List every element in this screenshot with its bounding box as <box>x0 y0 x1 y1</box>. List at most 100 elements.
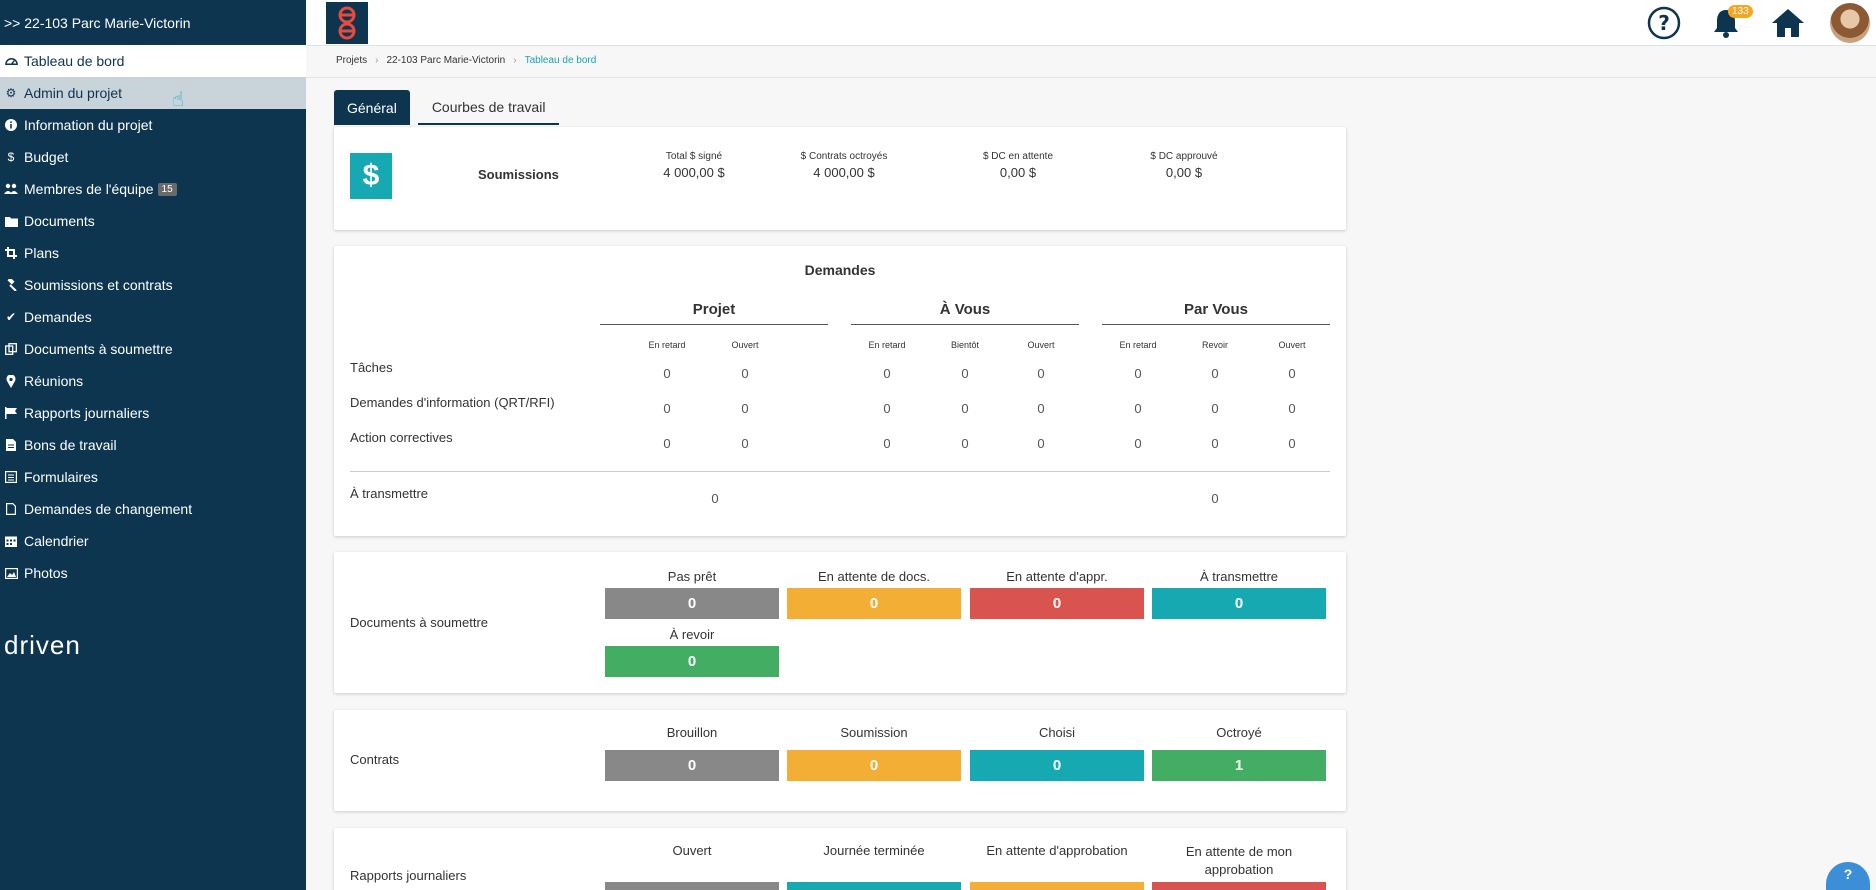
dashboard-icon <box>4 54 18 68</box>
table-cell[interactable]: 0 <box>1134 401 1142 416</box>
table-cell[interactable]: 0 <box>1288 366 1296 381</box>
col-label: Ouvert <box>1027 340 1055 350</box>
tab-general[interactable]: Général <box>334 90 410 125</box>
sidebar-item-changement[interactable]: Demandes de changement <box>0 493 306 525</box>
table-cell[interactable]: 0 <box>1037 401 1045 416</box>
stat-label: $ DC en attente <box>982 151 1054 162</box>
sidebar-item-photos[interactable]: Photos <box>0 557 306 589</box>
sidebar-item-label: Réunions <box>24 373 84 389</box>
table-cell[interactable]: 0 <box>663 366 671 381</box>
table-cell[interactable]: 0 <box>663 401 671 416</box>
help-icon[interactable]: ? <box>1644 3 1684 43</box>
table-cell[interactable]: 0 <box>1037 366 1045 381</box>
table-cell[interactable]: 0 <box>1211 436 1219 451</box>
app-logo[interactable] <box>326 2 368 44</box>
sidebar-item-demandes[interactable]: ✔ Demandes <box>0 301 306 333</box>
status-attente-mon-approbation-bar[interactable] <box>1152 882 1326 890</box>
team-count-badge: 15 <box>157 182 177 196</box>
row-label-rfi: Demandes d'information (QRT/RFI) <box>350 395 555 410</box>
sidebar-item-soumissions[interactable]: Soumissions et contrats <box>0 269 306 301</box>
table-cell[interactable]: 0 <box>961 401 969 416</box>
table-cell[interactable]: 0 <box>1134 436 1142 451</box>
table-cell[interactable]: 0 <box>741 436 749 451</box>
sidebar-item-label: Demandes de changement <box>24 501 193 517</box>
status-attente-docs-bar[interactable]: 0 <box>787 588 961 619</box>
sidebar-item-label: Tableau de bord <box>24 53 125 69</box>
gavel-icon <box>4 278 18 292</box>
status-ouvert-bar[interactable] <box>605 882 779 890</box>
sidebar-item-tableau-de-bord[interactable]: Tableau de bord <box>0 45 306 77</box>
status-label: Brouillon <box>666 725 718 740</box>
check-icon: ✔ <box>5 310 17 324</box>
status-attente-appr-bar[interactable]: 0 <box>970 588 1144 619</box>
sidebar-item-admin[interactable]: ⚙ Admin du projet <box>0 77 306 109</box>
table-cell[interactable]: 0 <box>1288 436 1296 451</box>
divider <box>350 471 1330 472</box>
project-title[interactable]: >> 22-103 Parc Marie-Victorin <box>4 14 191 31</box>
status-choisi-bar[interactable]: 0 <box>970 750 1144 781</box>
sidebar-item-formulaires[interactable]: Formulaires <box>0 461 306 493</box>
users-icon <box>4 182 18 196</box>
table-cell[interactable]: 0 <box>1288 401 1296 416</box>
dollar-icon: $ <box>350 153 392 199</box>
sidebar-item-plans[interactable]: Plans <box>0 237 306 269</box>
status-soumission-bar[interactable]: 0 <box>787 750 961 781</box>
table-cell[interactable]: 0 <box>1211 366 1219 381</box>
stat-label: $ DC approuvé <box>1150 151 1218 162</box>
status-transmettre-bar[interactable]: 0 <box>1152 588 1326 619</box>
table-cell[interactable]: 0 <box>711 491 719 506</box>
breadcrumb-project[interactable]: 22-103 Parc Marie-Victorin <box>386 55 506 66</box>
sidebar-item-label: Photos <box>24 565 68 581</box>
table-cell[interactable]: 0 <box>883 366 891 381</box>
avatar[interactable] <box>1830 3 1870 43</box>
row-label-actions: Action correctives <box>350 430 453 445</box>
table-cell[interactable]: 0 <box>961 366 969 381</box>
status-revoir-bar[interactable]: 0 <box>605 646 779 677</box>
bell-icon[interactable]: 133 <box>1706 3 1753 43</box>
sidebar-item-documents[interactable]: Documents <box>0 205 306 237</box>
table-cell[interactable]: 0 <box>1211 401 1219 416</box>
sidebar-item-label: Information du projet <box>24 117 153 133</box>
status-label: Journée terminée <box>823 843 925 858</box>
sidebar-item-label: Formulaires <box>24 469 98 485</box>
breadcrumb-projets[interactable]: Projets <box>336 55 368 66</box>
breadcrumb-current: Tableau de bord <box>524 55 597 66</box>
demandes-title: Demandes <box>804 262 876 278</box>
section-title: Documents à soumettre <box>350 615 489 630</box>
stat-label: Total $ signé <box>665 151 723 162</box>
driven-logo: driven <box>4 630 81 660</box>
sidebar-item-label: Bons de travail <box>24 437 117 453</box>
sidebar-item-information[interactable]: Information du projet <box>0 109 306 141</box>
rapports-card: Rapports journaliers Ouvert Journée term… <box>334 828 1346 890</box>
table-cell[interactable]: 0 <box>741 366 749 381</box>
chat-help-icon[interactable]: ? <box>1826 862 1870 890</box>
table-cell[interactable]: 0 <box>1037 436 1045 451</box>
sidebar-item-budget[interactable]: $ Budget <box>0 141 306 173</box>
status-journee-terminee-bar[interactable] <box>787 882 961 890</box>
sidebar-item-calendrier[interactable]: Calendrier <box>0 525 306 557</box>
table-cell[interactable]: 0 <box>961 436 969 451</box>
image-icon <box>4 566 18 580</box>
status-pas-pret-bar[interactable]: 0 <box>605 588 779 619</box>
status-attente-approbation-bar[interactable] <box>970 882 1144 890</box>
notification-badge: 133 <box>1728 5 1753 18</box>
table-cell[interactable]: 0 <box>1134 366 1142 381</box>
sidebar-item-membres[interactable]: Membres de l'équipe 15 <box>0 173 306 205</box>
section-title: Contrats <box>350 752 400 767</box>
table-cell[interactable]: 0 <box>883 401 891 416</box>
col-label: Ouvert <box>731 340 759 350</box>
table-cell[interactable]: 0 <box>741 401 749 416</box>
status-octroye-bar[interactable]: 1 <box>1152 750 1326 781</box>
home-icon[interactable] <box>1768 3 1808 43</box>
tab-courbes[interactable]: Courbes de travail <box>417 90 560 125</box>
sidebar-item-reunions[interactable]: Réunions <box>0 365 306 397</box>
sidebar-item-bons[interactable]: Bons de travail <box>0 429 306 461</box>
table-cell[interactable]: 0 <box>1211 491 1219 506</box>
sidebar-item-rapports[interactable]: Rapports journaliers <box>0 397 306 429</box>
calendar-icon <box>4 534 18 548</box>
sidebar-item-documents-soumettre[interactable]: Documents à soumettre <box>0 333 306 365</box>
table-cell[interactable]: 0 <box>663 436 671 451</box>
map-pin-icon <box>4 374 18 388</box>
table-cell[interactable]: 0 <box>883 436 891 451</box>
status-brouillon-bar[interactable]: 0 <box>605 750 779 781</box>
